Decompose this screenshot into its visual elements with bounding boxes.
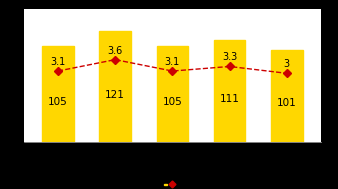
Text: 105: 105 (163, 97, 182, 107)
Text: 3: 3 (284, 59, 290, 69)
Text: 3.1: 3.1 (165, 57, 180, 67)
Bar (271, 50, 303, 142)
Bar (214, 40, 245, 142)
Text: 111: 111 (220, 94, 240, 104)
Bar (42, 46, 74, 142)
Text: 3.3: 3.3 (222, 52, 237, 62)
Text: 105: 105 (48, 97, 68, 107)
Text: 101: 101 (277, 98, 297, 108)
Text: 3.6: 3.6 (107, 46, 123, 56)
Text: 121: 121 (105, 90, 125, 100)
Text: 3.1: 3.1 (50, 57, 66, 67)
Bar (156, 46, 188, 142)
Bar (99, 31, 131, 142)
